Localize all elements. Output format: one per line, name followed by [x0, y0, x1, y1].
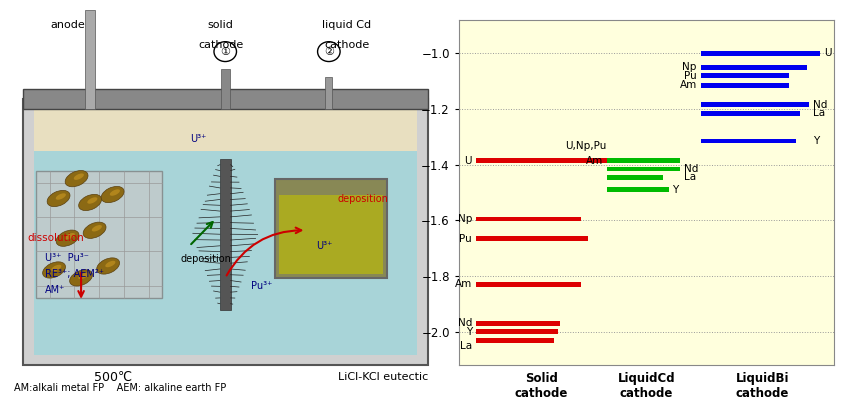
Text: Nd: Nd — [684, 164, 698, 174]
Text: Am: Am — [679, 80, 697, 90]
Text: ①: ① — [221, 46, 230, 57]
Ellipse shape — [51, 265, 61, 271]
Text: Am: Am — [586, 156, 603, 166]
Bar — [701, 83, 789, 88]
Bar — [23, 99, 428, 365]
Ellipse shape — [43, 262, 66, 278]
Ellipse shape — [101, 187, 124, 202]
Text: Nd: Nd — [813, 100, 828, 110]
Bar — [476, 338, 554, 343]
Bar — [220, 159, 231, 310]
Ellipse shape — [92, 225, 102, 231]
Ellipse shape — [109, 189, 120, 196]
Bar — [221, 69, 230, 109]
Ellipse shape — [65, 171, 88, 187]
Text: Y: Y — [466, 327, 472, 337]
Text: cathode: cathode — [324, 40, 370, 50]
Bar — [476, 158, 607, 163]
Bar — [607, 166, 680, 171]
Bar — [476, 236, 589, 241]
Bar — [701, 139, 797, 143]
Text: La: La — [813, 108, 825, 118]
Text: U³⁺  Pu³⁻: U³⁺ Pu³⁻ — [45, 253, 89, 263]
Text: AM:alkali metal FP    AEM: alkaline earth FP: AM:alkali metal FP AEM: alkaline earth F… — [13, 383, 226, 393]
Bar — [36, 171, 163, 298]
Text: U: U — [465, 156, 472, 166]
Text: solid: solid — [208, 20, 234, 30]
Bar — [701, 111, 800, 116]
Ellipse shape — [56, 230, 79, 246]
Ellipse shape — [88, 197, 98, 204]
Ellipse shape — [105, 261, 115, 267]
Text: AM⁺: AM⁺ — [45, 285, 66, 295]
Text: Pu: Pu — [684, 71, 697, 81]
Text: U³⁺: U³⁺ — [316, 241, 333, 251]
Ellipse shape — [65, 233, 75, 239]
Bar — [701, 73, 789, 78]
Ellipse shape — [47, 191, 70, 206]
Text: LiquidBi
cathode: LiquidBi cathode — [736, 372, 789, 397]
Text: dissolution: dissolution — [27, 233, 83, 243]
Bar — [34, 151, 417, 355]
Ellipse shape — [78, 195, 102, 210]
Text: RE³⁺; AEM²⁺: RE³⁺; AEM²⁺ — [45, 269, 104, 279]
Bar — [34, 109, 417, 151]
Text: cathode: cathode — [198, 40, 243, 50]
Bar — [607, 158, 680, 163]
Bar — [476, 217, 581, 222]
Ellipse shape — [74, 173, 84, 180]
Text: Solid
cathode: Solid cathode — [514, 372, 568, 397]
Text: Np: Np — [683, 62, 697, 72]
Bar — [280, 195, 383, 274]
Text: Y: Y — [673, 185, 679, 195]
Text: Pu: Pu — [459, 233, 472, 243]
Bar — [85, 10, 95, 109]
Bar — [701, 51, 820, 56]
Ellipse shape — [56, 193, 66, 200]
Bar — [476, 321, 560, 326]
Text: U³⁺: U³⁺ — [190, 134, 206, 144]
Bar — [325, 77, 333, 109]
Text: La: La — [684, 172, 695, 182]
Bar — [607, 187, 669, 192]
Text: ②: ② — [324, 46, 333, 57]
Text: Np: Np — [458, 214, 472, 224]
Text: Pu³⁺: Pu³⁺ — [251, 281, 272, 291]
Text: U: U — [824, 48, 832, 58]
Text: La: La — [460, 341, 472, 351]
Text: LiCl-KCl eutectic: LiCl-KCl eutectic — [338, 372, 428, 382]
Text: anode: anode — [51, 20, 85, 30]
Text: Nd: Nd — [458, 318, 472, 328]
Text: Am: Am — [455, 279, 472, 289]
Text: deposition: deposition — [338, 193, 389, 204]
Bar — [274, 179, 387, 278]
Ellipse shape — [70, 270, 93, 286]
Text: liquid Cd: liquid Cd — [322, 20, 371, 30]
Bar — [701, 65, 807, 69]
Text: Y: Y — [813, 136, 819, 146]
Bar — [23, 89, 428, 109]
Text: U,Np,Pu: U,Np,Pu — [565, 141, 606, 151]
Ellipse shape — [83, 222, 106, 238]
Bar — [476, 282, 581, 287]
Bar — [607, 175, 663, 179]
Ellipse shape — [78, 273, 88, 279]
Ellipse shape — [97, 258, 120, 274]
Text: LiquidCd
cathode: LiquidCd cathode — [617, 372, 675, 397]
Bar — [476, 330, 558, 334]
Text: deposition: deposition — [180, 254, 231, 264]
Bar — [701, 102, 809, 107]
Text: 500℃: 500℃ — [93, 371, 131, 384]
